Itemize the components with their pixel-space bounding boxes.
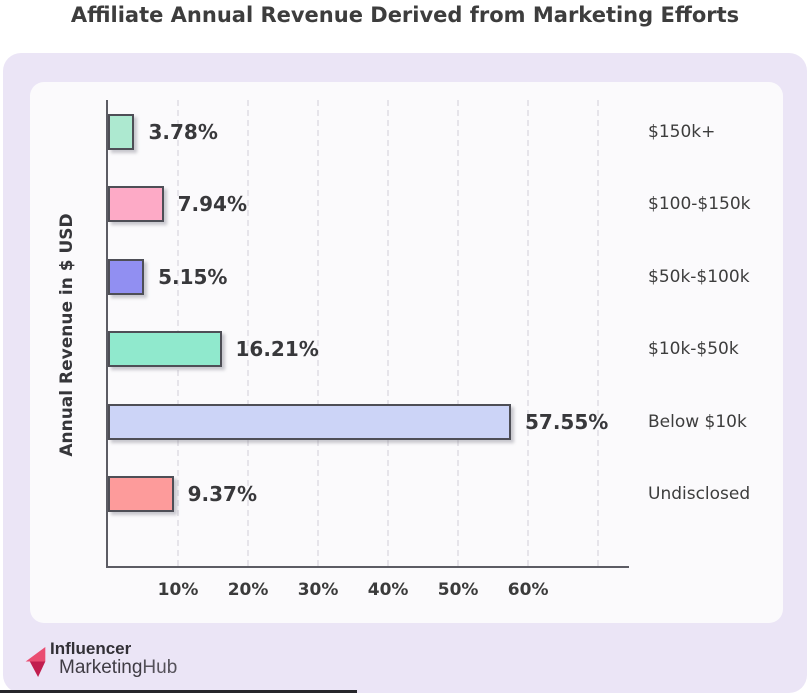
category-label: $50k-$100k <box>648 266 750 287</box>
bar-value-label: 9.37% <box>187 482 257 506</box>
bar <box>108 403 511 440</box>
gridline <box>527 100 530 566</box>
chart-card: Annual Revenue in $ USD 3.78% $150k+ 7.94%… <box>30 82 783 623</box>
gridline <box>247 100 250 566</box>
category-label: $10k-$50k <box>648 339 739 360</box>
y-axis-label: Annual Revenue in $ USD <box>57 213 77 457</box>
bar <box>108 114 135 150</box>
x-tick-label: 10% <box>157 580 199 600</box>
gridline <box>387 100 390 566</box>
bar <box>108 476 174 512</box>
bottom-edge-strip <box>0 690 357 693</box>
gridline <box>457 100 460 566</box>
category-label: Below $10k <box>648 411 747 432</box>
plot-area: 3.78% $150k+ 7.94% $100-$150k 5.15% $50k-$100… <box>106 100 751 600</box>
logo-text-influencer: Influencer <box>50 639 132 658</box>
bar-value-label: 3.78% <box>148 120 218 144</box>
bar <box>108 331 222 368</box>
page-title: Affiliate Annual Revenue Derived from Ma… <box>70 3 740 27</box>
bar-value-label: 16.21% <box>235 337 319 362</box>
x-tick-label: 60% <box>507 580 549 600</box>
x-tick-label: 50% <box>437 580 479 600</box>
logo-text: Influencer MarketingHub <box>50 639 177 678</box>
influencer-marketinghub-logo: Influencer MarketingHub <box>25 640 177 678</box>
bar-value-label: 5.15% <box>158 264 228 289</box>
gridline <box>317 100 320 566</box>
category-label: Undisclosed <box>648 484 751 504</box>
bar-value-label: 7.94% <box>177 192 247 217</box>
category-label: $100-$150k <box>648 194 751 215</box>
logo-arrow-icon <box>25 647 46 677</box>
logo-text-hub: Hub <box>142 657 178 678</box>
x-tick-label: 20% <box>227 580 269 600</box>
bar <box>108 258 145 295</box>
gridline <box>597 100 600 566</box>
x-tick-label: 30% <box>297 580 339 600</box>
bar-value-label: 57.55% <box>525 409 609 434</box>
bar <box>108 186 164 223</box>
category-label: $150k+ <box>648 122 716 142</box>
x-tick-label: 40% <box>367 580 409 600</box>
logo-text-marketinghub: MarketingHub <box>59 658 177 677</box>
logo-text-marketing: Marketing <box>59 657 143 678</box>
chart-background-panel: Annual Revenue in $ USD 3.78% $150k+ 7.94%… <box>3 53 807 693</box>
